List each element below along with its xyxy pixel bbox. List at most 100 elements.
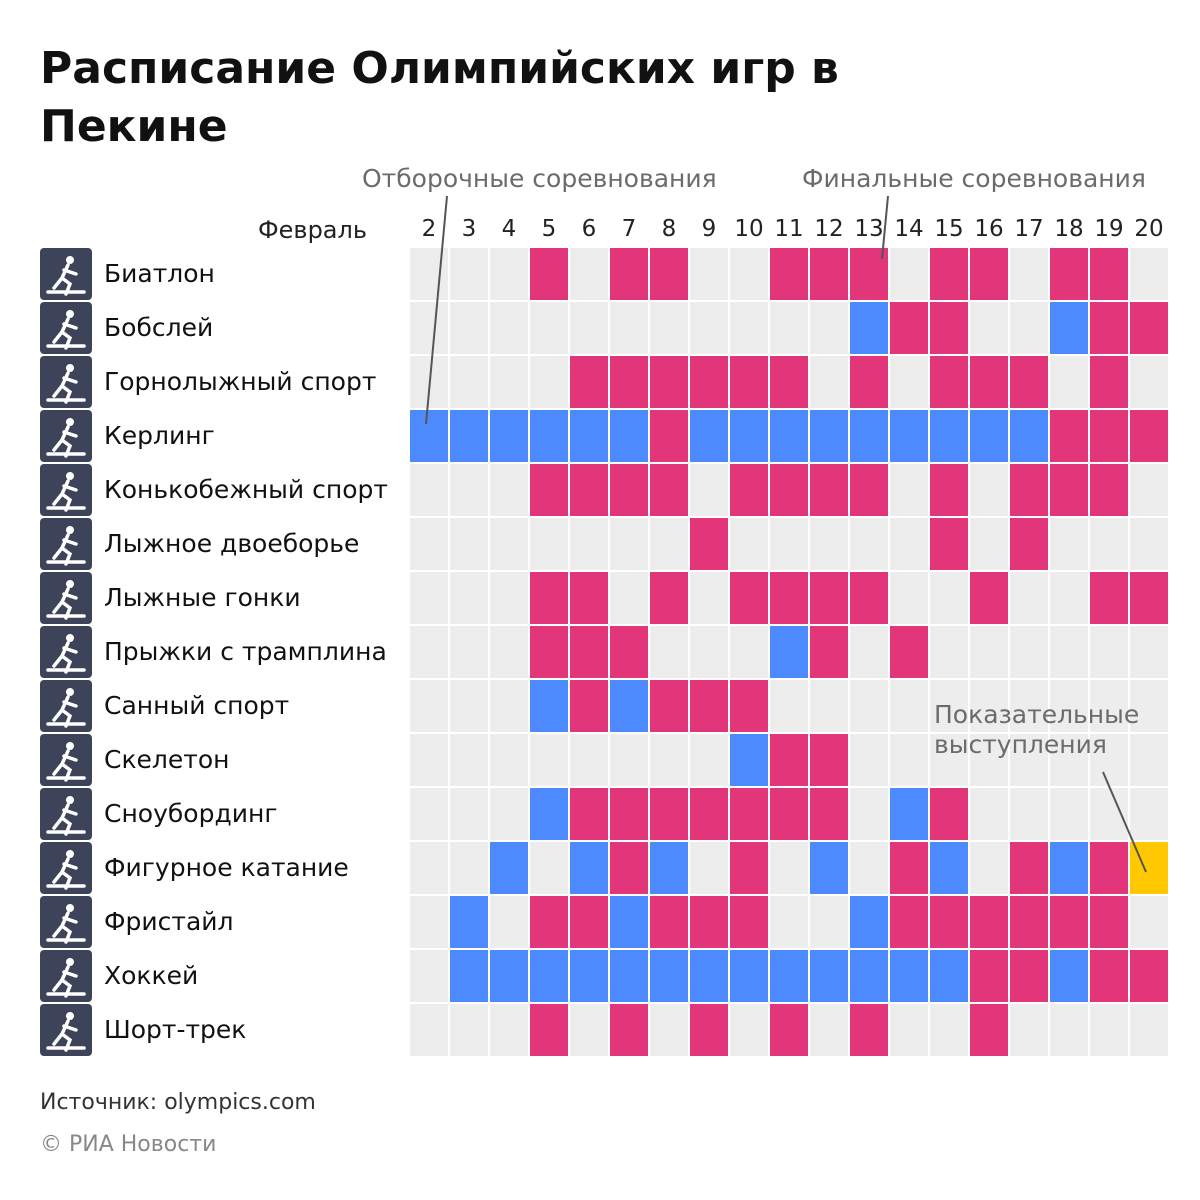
heatmap-cell (890, 842, 928, 894)
heatmap-cell (450, 788, 488, 840)
heatmap-cell (490, 896, 528, 948)
leader-line-exhibition (1102, 771, 1147, 873)
heatmap-cell (850, 572, 888, 624)
heatmap-cell (730, 302, 768, 354)
x-tick-label: 2 (421, 216, 437, 242)
heatmap-cell (450, 1004, 488, 1056)
heatmap-cell (610, 464, 648, 516)
heatmap-cell (970, 464, 1008, 516)
heatmap-cell (810, 302, 848, 354)
heatmap-cell (1050, 842, 1088, 894)
speed-skating-icon (40, 464, 92, 516)
heatmap-cell (570, 248, 608, 300)
heatmap-cell (1130, 1004, 1168, 1056)
heatmap-cell (690, 572, 728, 624)
y-tick-label: Фигурное катание (104, 853, 349, 882)
heatmap-cell (890, 572, 928, 624)
heatmap-cell (810, 788, 848, 840)
x-tick-label: 20 (1134, 216, 1164, 242)
heatmap-cell (570, 1004, 608, 1056)
y-tick-label: Горнолыжный спорт (104, 367, 377, 396)
alpine-skiing-icon (40, 356, 92, 408)
heatmap-cell (1010, 842, 1048, 894)
heatmap-cell (410, 302, 448, 354)
heatmap-cell (1050, 950, 1088, 1002)
heatmap-cell (1130, 464, 1168, 516)
heatmap-cell (1090, 734, 1128, 786)
heatmap-cell (890, 680, 928, 732)
heatmap-cell (850, 356, 888, 408)
heatmap-cell (890, 302, 928, 354)
heatmap-cell (770, 518, 808, 570)
heatmap-cell (810, 572, 848, 624)
heatmap-cell (1090, 302, 1128, 354)
heatmap-cell (770, 626, 808, 678)
y-tick-label: Биатлон (104, 259, 215, 288)
heatmap-cell (850, 410, 888, 462)
heatmap-cell (530, 950, 568, 1002)
heatmap-cell (1090, 626, 1128, 678)
x-tick-label: 14 (894, 216, 924, 242)
heatmap-cell (410, 410, 448, 462)
heatmap-cell (1010, 626, 1048, 678)
heatmap-cell (570, 626, 608, 678)
heatmap-cell (690, 1004, 728, 1056)
heatmap-cell (850, 464, 888, 516)
heatmap-cell (570, 518, 608, 570)
heatmap-cell (970, 842, 1008, 894)
heatmap-cell (730, 842, 768, 894)
x-tick-label: 9 (701, 216, 717, 242)
heatmap-cell (530, 356, 568, 408)
biathlon-icon (40, 248, 92, 300)
y-tick-label: Бобслей (104, 313, 214, 342)
y-tick-label: Керлинг (104, 421, 215, 450)
heatmap-cell (690, 464, 728, 516)
heatmap-cell (730, 896, 768, 948)
heatmap-cell (690, 356, 728, 408)
heatmap-cell (690, 410, 728, 462)
heatmap-cell (890, 410, 928, 462)
heatmap-cell (1090, 680, 1128, 732)
heatmap-cell (1130, 518, 1168, 570)
heatmap-cell (570, 356, 608, 408)
heatmap-cell (690, 626, 728, 678)
heatmap-cell (730, 680, 768, 732)
heatmap-cell (930, 626, 968, 678)
heatmap-cell (690, 896, 728, 948)
heatmap-cell (1010, 302, 1048, 354)
heatmap-cell (770, 1004, 808, 1056)
heatmap-cell (810, 680, 848, 732)
heatmap-cell (450, 842, 488, 894)
heatmap-cell (490, 680, 528, 732)
heatmap-cell (650, 356, 688, 408)
x-axis-label: Февраль (258, 216, 367, 244)
y-tick-label: Фристайл (104, 907, 234, 936)
heatmap-cell (530, 680, 568, 732)
heatmap-cell (730, 950, 768, 1002)
heatmap-cell (810, 464, 848, 516)
x-tick-label: 5 (541, 216, 557, 242)
heatmap-cell (810, 248, 848, 300)
heatmap-cell (890, 734, 928, 786)
heatmap-cell (810, 896, 848, 948)
heatmap-cell (450, 356, 488, 408)
x-tick-label: 19 (1094, 216, 1124, 242)
freestyle-icon (40, 896, 92, 948)
heatmap-cell (1010, 572, 1048, 624)
x-tick-label: 11 (774, 216, 804, 242)
heatmap-cell (410, 950, 448, 1002)
y-tick-label: Хоккей (104, 961, 199, 990)
heatmap-cell (610, 518, 648, 570)
heatmap-cell (570, 572, 608, 624)
y-tick-label: Санный спорт (104, 691, 290, 720)
heatmap-cell (530, 248, 568, 300)
skeleton-icon (40, 734, 92, 786)
heatmap-cell (650, 518, 688, 570)
x-tick-label: 12 (814, 216, 844, 242)
heatmap-cell (450, 302, 488, 354)
heatmap-cell (930, 950, 968, 1002)
heatmap-cell (610, 734, 648, 786)
heatmap-cell (1130, 302, 1168, 354)
heatmap-cell (730, 788, 768, 840)
